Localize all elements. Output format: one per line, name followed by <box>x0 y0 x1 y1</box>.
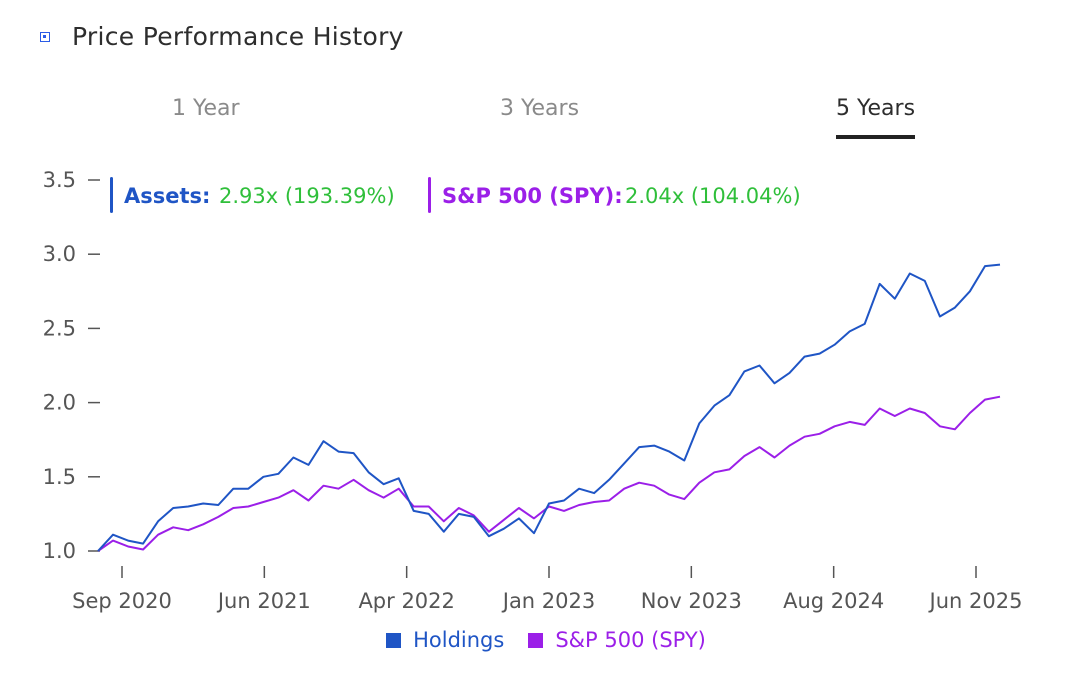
legend-swatch-holdings <box>386 632 402 648</box>
x-tick-label: Jun 2021 <box>216 589 311 613</box>
tooltip-assets-label: Assets: <box>124 184 210 208</box>
holdings-line[interactable] <box>97 263 1001 552</box>
y-tick-label: 1.5 <box>43 465 76 489</box>
tooltip-assets: Assets: 2.93x (193.39%) <box>110 177 395 213</box>
legend-item-spy[interactable]: S&P 500 (SPY) <box>528 628 706 652</box>
tooltip-spy-value: 2.04x (104.04%) <box>625 184 801 208</box>
chart-legend: Holdings S&P 500 (SPY) <box>0 628 1092 652</box>
tooltip-assets-marker <box>110 177 113 213</box>
y-axis: 1.0 1.5 2.0 2.5 3.0 3.5 <box>43 168 100 563</box>
y-tick-label: 2.5 <box>43 316 76 340</box>
y-tick-label: 3.5 <box>43 168 76 192</box>
tab-5-years[interactable]: 5 Years <box>836 96 916 139</box>
period-tabs: 1 Year 3 Years 5 Years <box>0 96 1092 156</box>
x-axis: Sep 2020 Jun 2021 Apr 2022 Jan 2023 Nov 2023… <box>72 566 1022 613</box>
legend-label-holdings: Holdings <box>413 628 505 652</box>
tooltip-spy: S&P 500 (SPY): 2.04x (104.04%) <box>428 177 801 213</box>
x-tick-label: Nov 2023 <box>641 589 742 613</box>
spy-line[interactable] <box>97 395 1001 552</box>
x-tick-label: Sep 2020 <box>72 589 172 613</box>
tab-3-years[interactable]: 3 Years <box>500 96 580 121</box>
tab-1-year[interactable]: 1 Year <box>172 96 240 121</box>
x-tick-label: Aug 2024 <box>783 589 884 613</box>
y-tick-label: 3.0 <box>43 242 76 266</box>
tooltip-spy-label: S&P 500 (SPY): <box>442 184 623 208</box>
square-dot-icon <box>40 31 50 42</box>
tooltip-spy-marker <box>428 177 431 213</box>
y-tick-label: 2.0 <box>43 391 76 415</box>
legend-label-spy: S&P 500 (SPY) <box>555 628 706 652</box>
x-tick-label: Apr 2022 <box>358 589 454 613</box>
y-tick-label: 1.0 <box>43 539 76 563</box>
chart-header: Price Performance History <box>40 22 404 51</box>
tooltip-assets-value: 2.93x (193.39%) <box>219 184 395 208</box>
series-lines <box>97 263 1001 552</box>
x-tick-label: Jun 2025 <box>928 589 1023 613</box>
performance-chart: 1.0 1.5 2.0 2.5 3.0 3.5 Sep 2020 Jun 2021 Apr 2… <box>43 168 1023 613</box>
legend-item-holdings[interactable]: Holdings <box>386 628 504 652</box>
x-tick-label: Jan 2023 <box>501 589 596 613</box>
legend-swatch-spy <box>528 632 544 648</box>
chart-title: Price Performance History <box>72 22 404 51</box>
